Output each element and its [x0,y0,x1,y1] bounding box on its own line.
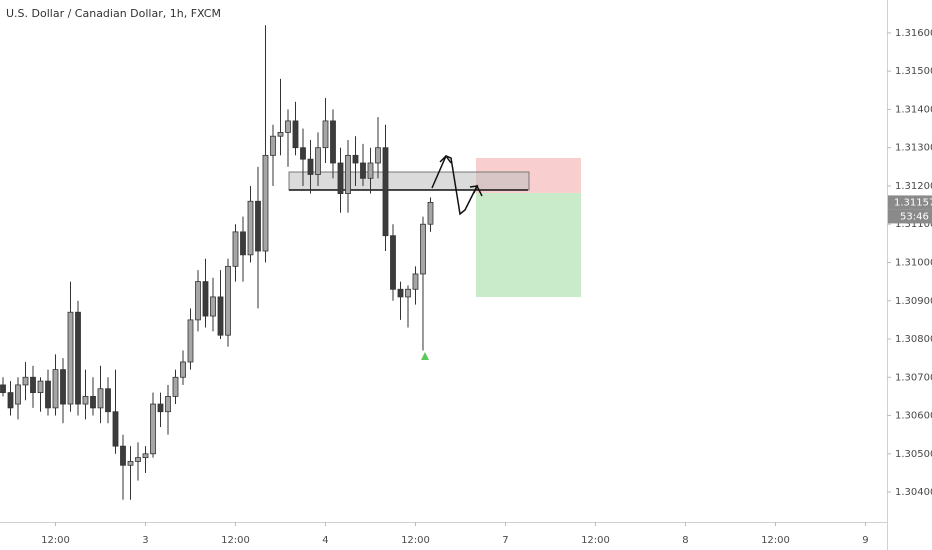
y-tick-label: 1.31100 [895,219,932,230]
last-price-badge [888,195,932,210]
candle-body [97,388,104,409]
countdown-label: 53:46 [900,211,929,222]
candle-body [75,311,81,405]
candle-body [172,376,179,397]
candle-body [240,231,246,256]
candle-body [0,384,6,393]
candle-body [247,200,254,256]
candle-body [300,147,306,160]
candle-body [180,361,186,378]
candle-body [337,162,344,195]
y-tick-label: 1.30600 [895,411,932,422]
candle-body [157,403,164,413]
arrow-head [469,185,479,194]
candle-body [67,311,74,405]
y-tick-label: 1.31600 [895,28,932,39]
candle-body [127,461,134,466]
candle-body [397,288,404,298]
candle-body [90,396,96,409]
y-tick-label: 1.31200 [895,181,932,192]
candle-body [60,369,66,405]
candle-body [210,296,216,317]
y-tick-label: 1.31500 [895,66,932,77]
candle-body [345,154,351,195]
x-tick-label: 12:00 [41,535,70,546]
candle-body [150,403,156,455]
arrow-head [439,154,452,164]
candle-body [202,281,209,317]
candle-body [307,158,314,175]
candle-body [315,147,321,175]
x-tick-label: 7 [502,535,508,546]
candle-body [105,388,111,413]
y-tick-label: 1.30800 [895,334,932,345]
y-tick-label: 1.31300 [895,143,932,154]
x-tick-label: 4 [322,535,328,546]
candle-body [217,296,224,336]
candle-body [330,120,336,164]
candle-body [165,396,171,413]
x-tick-label: 12:00 [401,535,430,546]
signal-marker [421,352,429,360]
candle-body [135,457,141,462]
x-tick-label: 9 [862,535,868,546]
candle-body [225,265,231,336]
candle-body [360,162,366,179]
candle-body [7,392,14,409]
last-price-label: 1.31157 [894,197,932,208]
candle-body [45,380,51,409]
y-tick-label: 1.31000 [895,257,932,268]
y-tick-label: 1.30400 [895,487,932,498]
y-tick-label: 1.30500 [895,449,932,460]
candle-body [120,445,126,466]
candle-body [22,376,29,386]
candle-body [427,202,434,225]
candle-body [412,273,419,290]
candle-body [30,376,36,393]
candle-body [390,235,396,290]
candle-body [37,380,44,393]
candle-body [142,453,149,459]
target-zone [476,193,581,297]
candle-body [15,384,21,405]
x-tick-label: 3 [142,535,148,546]
candle-body [232,231,239,267]
y-tick-label: 1.30900 [895,296,932,307]
candle-body [52,369,59,409]
countdown-badge [888,209,932,224]
candle-body [270,135,276,156]
x-tick-label: 12:00 [221,535,250,546]
candle-body [405,288,411,298]
x-tick-label: 12:00 [581,535,610,546]
candle-body [285,120,291,133]
candle-body [367,162,374,179]
chart-title: U.S. Dollar / Canadian Dollar, 1h, FXCM [6,7,221,20]
candle-body [112,411,119,447]
candle-body [262,154,269,252]
x-tick-label: 8 [682,535,688,546]
supply-zone [288,171,530,191]
candle-body [187,319,194,363]
y-tick-label: 1.30700 [895,372,932,383]
candle-body [375,147,381,164]
candle-body [195,281,201,321]
candle-body [277,131,284,137]
candle-body [255,200,261,252]
candle-body [382,147,389,237]
candle-body [82,396,89,405]
candle-body [420,223,426,275]
candle-body [352,154,359,164]
candle-body [322,120,329,149]
x-tick-label: 12:00 [761,535,790,546]
candle-body [292,120,299,149]
y-tick-label: 1.31400 [895,104,932,115]
